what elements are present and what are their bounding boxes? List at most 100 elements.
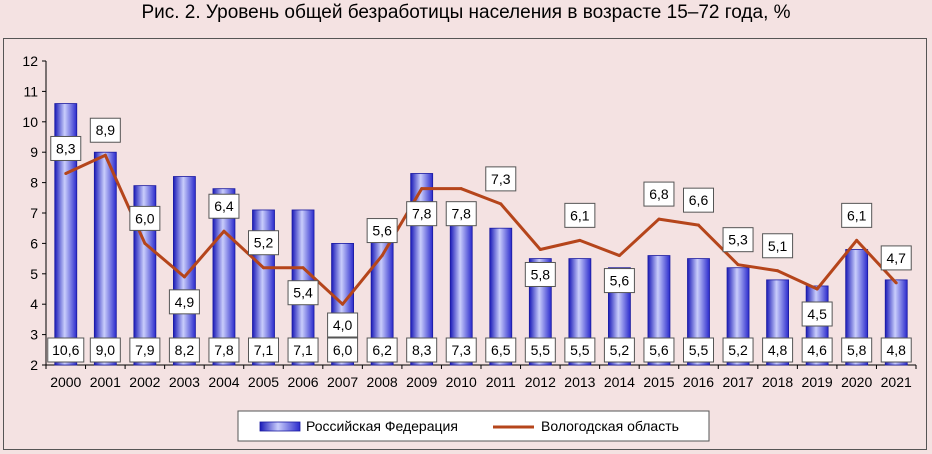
legend: Российская Федерация Вологодская область bbox=[237, 410, 710, 442]
x-tick-label: 2006 bbox=[287, 374, 318, 390]
x-tick-label: 2008 bbox=[367, 374, 398, 390]
x-tick-label: 2000 bbox=[50, 374, 81, 390]
x-tick-label: 2014 bbox=[604, 374, 635, 390]
bar-data-label-box bbox=[168, 337, 200, 363]
line-data-label-box bbox=[287, 280, 319, 306]
bar-data-label: 5,6 bbox=[649, 342, 669, 358]
bar-data-label: 7,1 bbox=[254, 342, 274, 358]
bar bbox=[173, 176, 196, 366]
line-point bbox=[815, 287, 819, 291]
line-point bbox=[776, 269, 780, 273]
line-data-label: 5,6 bbox=[610, 273, 630, 289]
line-data-label: 8,9 bbox=[96, 122, 116, 138]
line-data-label: 7,8 bbox=[412, 206, 432, 222]
bar-data-label: 8,3 bbox=[412, 342, 432, 358]
x-tick-label: 2005 bbox=[248, 374, 279, 390]
x-tick-label: 2016 bbox=[683, 374, 714, 390]
line-data-label-box bbox=[327, 312, 359, 338]
line-point bbox=[894, 281, 898, 285]
y-tick-label: 8 bbox=[30, 175, 38, 191]
y-tick-label: 3 bbox=[30, 327, 38, 343]
y-tick-label: 11 bbox=[23, 83, 38, 99]
bar bbox=[845, 249, 869, 366]
line-point bbox=[459, 187, 463, 191]
x-tick-label: 2012 bbox=[525, 374, 556, 390]
bar-data-label-box bbox=[603, 337, 635, 363]
line-data-label-box bbox=[524, 261, 556, 287]
bar-data-label: 5,2 bbox=[610, 342, 630, 358]
line-point bbox=[855, 238, 859, 242]
x-tick-label: 2017 bbox=[722, 374, 753, 390]
bar-data-label-box bbox=[248, 337, 279, 363]
line-point bbox=[578, 238, 582, 242]
bar-data-label-box bbox=[880, 337, 912, 363]
bar-data-label-box bbox=[406, 337, 438, 363]
line-point bbox=[182, 275, 186, 279]
line-data-label: 6,8 bbox=[649, 186, 669, 202]
line-data-label: 6,0 bbox=[135, 210, 155, 226]
line-series bbox=[64, 153, 898, 306]
bar-data-label-box bbox=[841, 337, 873, 363]
line-point bbox=[420, 187, 424, 191]
bar-data-label: 7,8 bbox=[214, 342, 234, 358]
legend-label-russia: Российская Федерация bbox=[306, 418, 458, 434]
x-tick-label: 2015 bbox=[643, 374, 674, 390]
line-point bbox=[222, 229, 226, 233]
line-data-label: 4,9 bbox=[175, 294, 195, 310]
line-data-label: 6,1 bbox=[570, 207, 590, 223]
line-data-label-box bbox=[168, 289, 200, 315]
line-data-label-box bbox=[564, 202, 596, 228]
bar-data-label: 6,2 bbox=[372, 342, 392, 358]
x-tick-label: 2018 bbox=[762, 374, 793, 390]
line-point bbox=[341, 302, 345, 306]
line-data-label: 8,3 bbox=[56, 140, 76, 156]
bar-data-label: 5,8 bbox=[847, 342, 867, 358]
bar-data-label: 5,5 bbox=[570, 342, 590, 358]
bar-data-label-box bbox=[722, 337, 754, 363]
line-data-label-box bbox=[445, 201, 477, 227]
line-data-label-box bbox=[366, 218, 398, 244]
line-point bbox=[538, 247, 542, 251]
line-data-label: 5,3 bbox=[728, 232, 748, 248]
y-tick-label: 12 bbox=[22, 53, 38, 69]
bar-data-label: 5,2 bbox=[728, 342, 748, 358]
data-labels: 10,6 9,0 7,9 8,2 7,8 7,1 7,1 6,0 6,2 8,3 7,3 6,5 5,5… bbox=[47, 117, 912, 363]
x-tick-label: 2007 bbox=[327, 374, 358, 390]
x-tick-label: 2021 bbox=[881, 374, 912, 390]
line-data-label: 4,0 bbox=[333, 317, 353, 333]
line-data-label: 7,8 bbox=[451, 206, 471, 222]
line-point bbox=[736, 263, 740, 267]
line-data-label-box bbox=[643, 181, 675, 207]
bar-data-label-box bbox=[89, 337, 121, 363]
y-tick-label: 2 bbox=[30, 357, 38, 373]
line-data-label: 5,1 bbox=[768, 238, 788, 254]
line-point bbox=[657, 217, 661, 221]
line-data-label: 7,3 bbox=[491, 171, 511, 187]
bar-data-label-box bbox=[366, 337, 398, 363]
line-point bbox=[262, 266, 265, 270]
x-tick-label: 2019 bbox=[802, 374, 833, 390]
bar-data-label: 9,0 bbox=[96, 342, 116, 358]
line-data-label: 5,2 bbox=[254, 235, 274, 251]
line-data-label: 6,1 bbox=[847, 207, 867, 223]
x-tick-label: 2010 bbox=[446, 374, 477, 390]
chart-svg: 10,6 9,0 7,9 8,2 7,8 7,1 7,1 6,0 6,2 8,3 7,3 6,5 5,5… bbox=[22, 53, 917, 442]
bar-data-label-box bbox=[327, 337, 359, 363]
line-data-label-box bbox=[722, 227, 754, 253]
bar-data-label-box bbox=[485, 337, 517, 363]
line-data-label-box bbox=[89, 117, 121, 143]
bar-data-label: 8,2 bbox=[175, 342, 195, 358]
y-tick-label: 5 bbox=[30, 266, 38, 282]
line-path bbox=[65, 153, 898, 306]
line-data-label-box bbox=[683, 187, 714, 213]
bar-data-label: 10,6 bbox=[52, 342, 79, 358]
bar bbox=[489, 227, 513, 366]
line-point bbox=[301, 266, 305, 270]
line-data-label-box bbox=[248, 230, 279, 256]
line-point bbox=[499, 202, 503, 206]
bar-data-label-box bbox=[287, 337, 319, 363]
line-point bbox=[64, 171, 68, 175]
x-tick-label: 2002 bbox=[129, 374, 160, 390]
line-data-label-box bbox=[129, 205, 161, 231]
y-tick-label: 4 bbox=[30, 296, 38, 312]
